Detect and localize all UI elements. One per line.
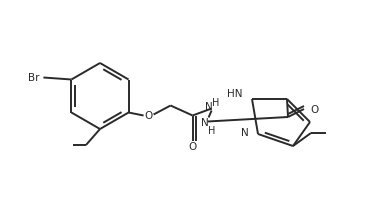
Text: Br: Br <box>28 73 39 83</box>
Text: HN: HN <box>228 89 243 99</box>
Text: H: H <box>212 98 219 108</box>
Text: O: O <box>310 104 318 114</box>
Text: O: O <box>144 111 153 121</box>
Text: O: O <box>188 142 197 152</box>
Text: N: N <box>201 118 209 128</box>
Text: N: N <box>241 127 249 137</box>
Text: N: N <box>205 102 213 112</box>
Text: H: H <box>208 125 215 135</box>
